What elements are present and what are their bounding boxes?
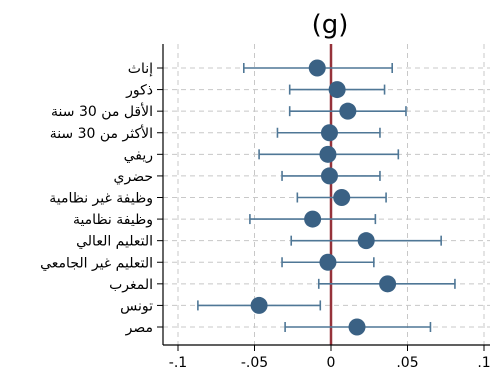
category-label-2: الأقل من 30 سنة: [51, 102, 153, 120]
category-label-12: مصر: [125, 320, 153, 336]
estimate-point-2: [339, 102, 357, 120]
point-layer: [250, 59, 397, 336]
category-label-11: تونس: [120, 298, 153, 314]
estimate-point-4: [319, 145, 337, 163]
estimate-point-3: [320, 124, 338, 142]
category-label-layer: إناث ذكور الأقل من 30 سنة الأكثر من 30 سنة ر…: [40, 61, 491, 371]
category-label-1: ذكور: [125, 83, 153, 99]
chart-title: (g): [312, 10, 349, 40]
category-label-8: التعليم العالي: [76, 234, 153, 250]
x-tick-label-4: .1: [477, 355, 490, 371]
estimate-point-7: [304, 210, 322, 228]
x-tick-label-0: -.1: [169, 355, 187, 371]
category-label-0: إناث: [128, 61, 153, 77]
category-label-3: الأكثر من 30 سنة: [50, 124, 153, 142]
estimate-point-6: [333, 189, 351, 206]
category-label-7: وظيفة نظامية: [73, 212, 153, 228]
category-label-5: حضري: [114, 169, 153, 185]
x-tick-label-1: -.05: [241, 355, 268, 371]
estimate-point-9: [319, 253, 337, 271]
axis-layer: [157, 44, 490, 351]
estimate-point-1: [328, 81, 346, 99]
category-label-4: ريفي: [124, 147, 153, 163]
category-label-9: التعليم غير الجامعي: [40, 255, 153, 271]
x-tick-label-3: .05: [396, 355, 418, 371]
estimate-point-10: [379, 275, 397, 293]
category-label-6: وظيفة غير نظامية: [49, 191, 153, 207]
estimate-point-8: [357, 232, 375, 250]
estimate-point-0: [308, 59, 326, 77]
category-label-10: المغرب: [109, 277, 153, 293]
estimate-point-5: [320, 167, 338, 185]
estimate-point-12: [348, 318, 366, 336]
x-tick-label-2: 0: [327, 355, 336, 371]
estimate-point-11: [250, 296, 268, 314]
